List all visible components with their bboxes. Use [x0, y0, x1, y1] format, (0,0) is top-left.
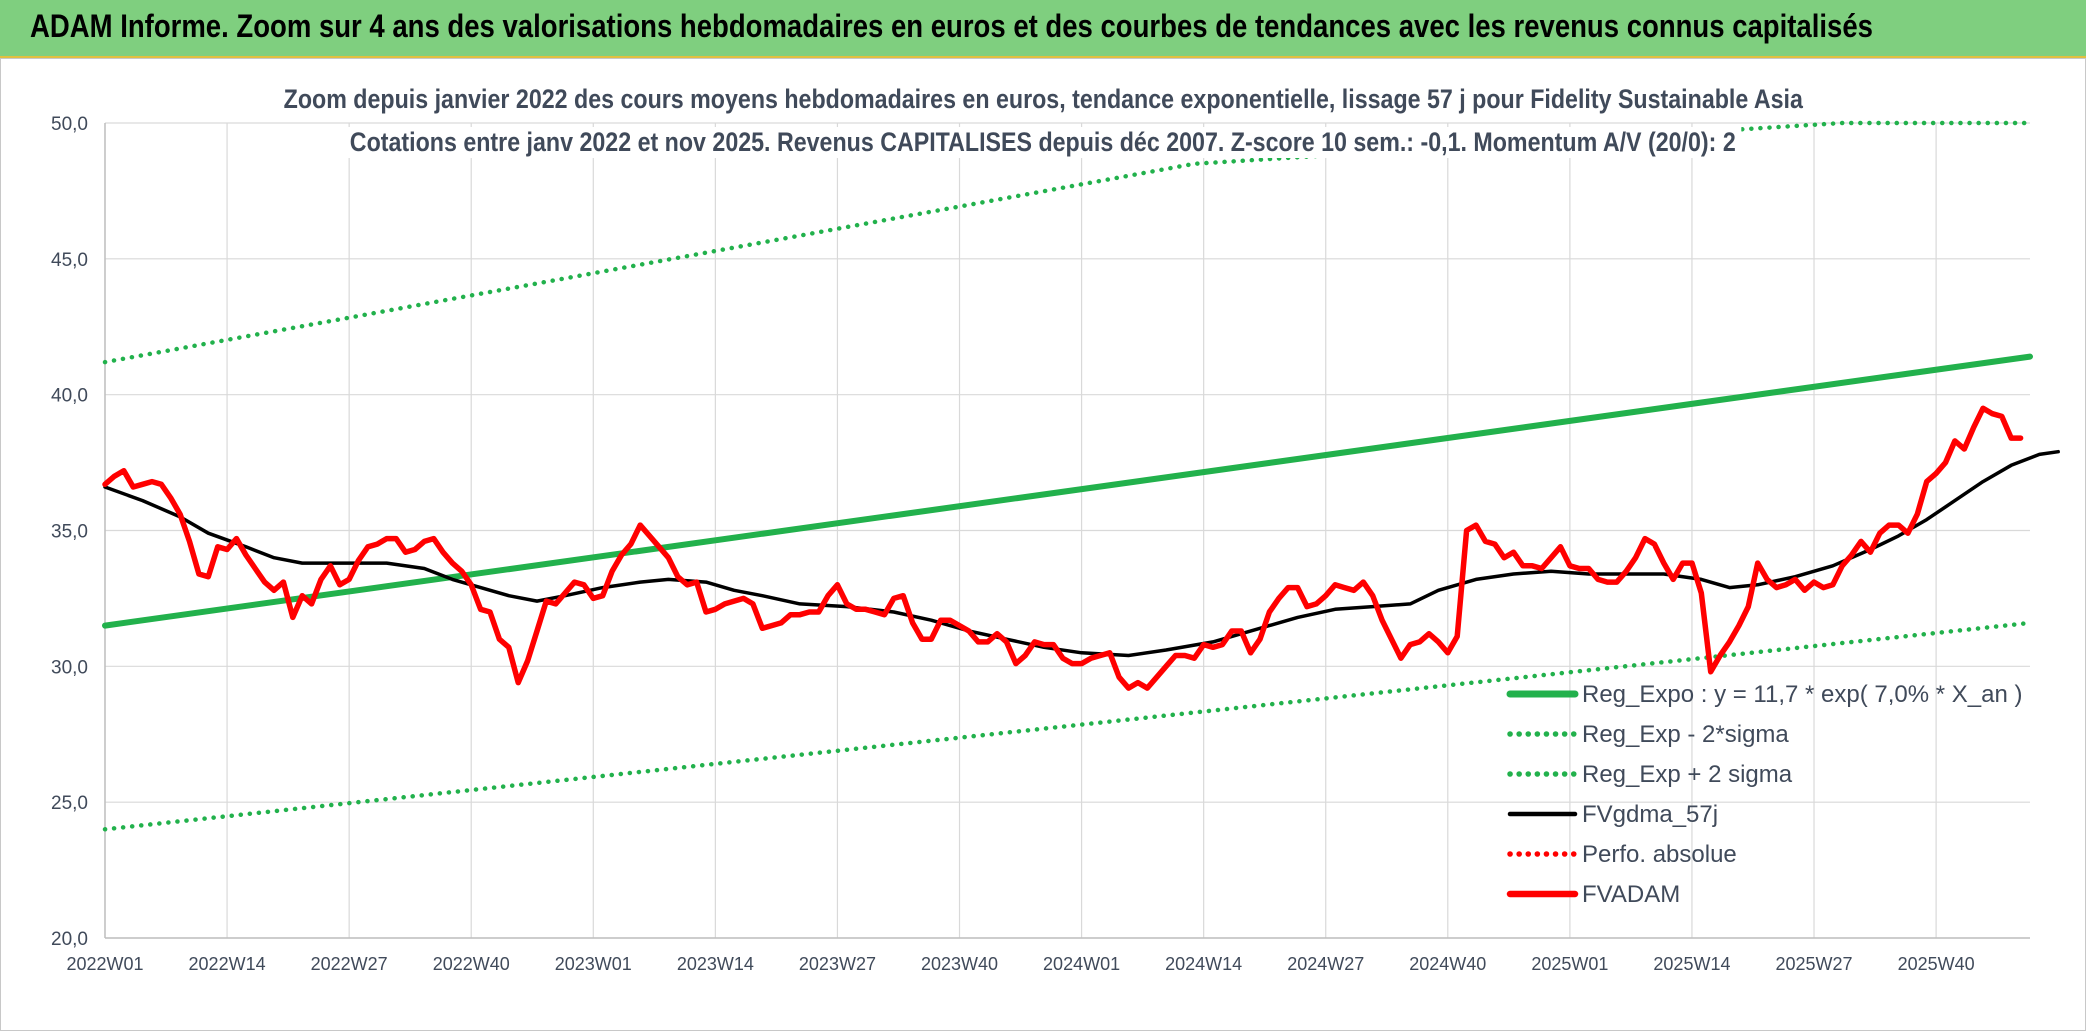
- chart-title-text: Zoom depuis janvier 2022 des cours moyen…: [278, 84, 1808, 115]
- x-tick-label: 2025W27: [1775, 954, 1852, 974]
- series-line-fvadam: [102, 405, 2024, 691]
- x-tick-label: 2024W27: [1287, 954, 1364, 974]
- x-tick-label: 2023W40: [921, 954, 998, 974]
- y-tick-label: 40,0: [51, 386, 88, 407]
- x-tick-label: 2024W14: [1165, 954, 1242, 974]
- legend-label: Reg_Expo : y = 11,7 * exp( 7,0% * X_an ): [1582, 681, 2022, 708]
- chart-title: Zoom depuis janvier 2022 des cours moyen…: [0, 84, 2086, 115]
- series-line-regexpo: [102, 353, 2033, 629]
- x-tick-label: 2023W01: [555, 954, 632, 974]
- x-tick-label: 2025W14: [1653, 954, 1730, 974]
- header-banner: ADAM Informe. Zoom sur 4 ans des valoris…: [0, 0, 2086, 58]
- y-tick-label: 30,0: [51, 657, 88, 678]
- x-tick-label: 2022W01: [66, 954, 143, 974]
- y-tick-label: 25,0: [51, 793, 88, 814]
- y-tick-label: 45,0: [51, 250, 88, 271]
- chart-frame: [0, 58, 2086, 1031]
- series-line-fvgdma57j: [103, 449, 2060, 658]
- x-tick-label: 2023W14: [677, 954, 754, 974]
- y-tick-label: 35,0: [51, 522, 88, 543]
- legend-label: FVADAM: [1582, 881, 1680, 908]
- x-tick-label: 2022W27: [311, 954, 388, 974]
- x-tick-label: 2025W40: [1898, 954, 1975, 974]
- legend-label: Perfo. absolue: [1582, 841, 1737, 868]
- x-tick-label: 2024W01: [1043, 954, 1120, 974]
- y-tick-label: 50,0: [51, 114, 88, 135]
- x-tick-label: 2023W27: [799, 954, 876, 974]
- legend-label: Reg_Exp + 2 sigma: [1582, 761, 1793, 788]
- x-tick-label: 2022W14: [189, 954, 266, 974]
- legend-label: FVgdma_57j: [1582, 801, 1718, 828]
- legend-label: Reg_Exp - 2*sigma: [1582, 721, 1789, 748]
- chart-subtitle-text: Cotations entre janv 2022 et nov 2025. R…: [344, 127, 1742, 158]
- chart-subtitle: Cotations entre janv 2022 et nov 2025. R…: [0, 127, 2086, 158]
- x-tick-label: 2025W01: [1531, 954, 1608, 974]
- y-tick-label: 20,0: [51, 929, 88, 950]
- report-title: ADAM Informe. Zoom sur 4 ans des valoris…: [30, 8, 1873, 44]
- x-tick-label: 2022W40: [433, 954, 510, 974]
- x-tick-label: 2024W40: [1409, 954, 1486, 974]
- series-line-regexp: [102, 120, 2033, 365]
